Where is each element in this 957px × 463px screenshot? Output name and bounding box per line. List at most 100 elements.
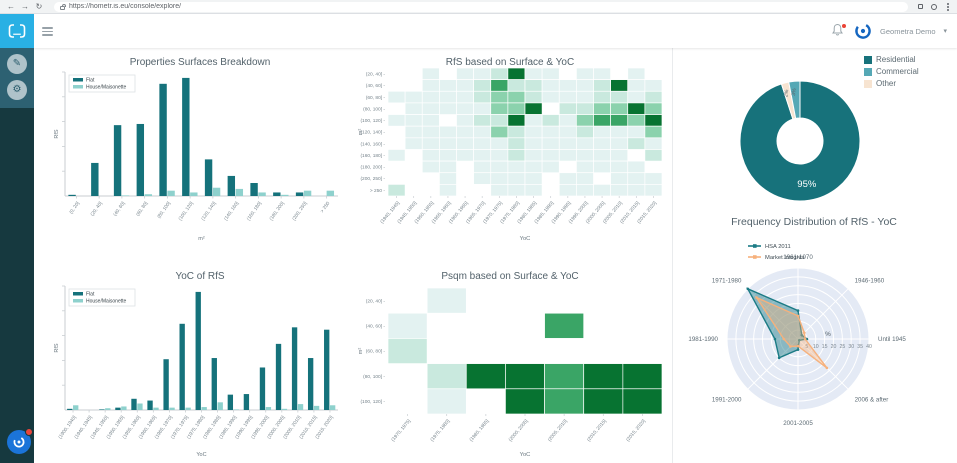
- svg-text:25: 25: [839, 344, 845, 350]
- svg-text:%: %: [825, 331, 831, 338]
- svg-text:House/Maisonette: House/Maisonette: [86, 85, 127, 91]
- legend-label: Residential: [876, 55, 916, 64]
- svg-text:m²: m²: [358, 129, 364, 136]
- legend-item-commercial[interactable]: Commercial: [864, 67, 919, 76]
- svg-text:(40, 60] -: (40, 60] -: [366, 324, 386, 330]
- rfs-surface-yoc-heatmap[interactable]: (20, 40] - (40, 60] - (60, 80] - (80, 100] …: [352, 64, 668, 244]
- svg-text:(2000, 2005]: (2000, 2005]: [508, 418, 530, 443]
- svg-text:> 250 -: > 250 -: [370, 188, 385, 194]
- svg-text:m²: m²: [198, 236, 205, 242]
- svg-text:(60, 80] -: (60, 80] -: [366, 349, 386, 355]
- svg-text:(0, 20]: (0, 20]: [68, 201, 81, 216]
- browser-actions: [918, 3, 951, 10]
- sidebar-top-section: ✎ ⚙: [0, 48, 34, 108]
- svg-text:(20, 40] -: (20, 40] -: [366, 298, 386, 304]
- user-menu[interactable]: Geometra Demo: [880, 26, 936, 36]
- user-avatar[interactable]: [854, 22, 872, 40]
- browser-back-button[interactable]: ←: [7, 1, 15, 11]
- svg-text:(60, 80]: (60, 80]: [135, 201, 149, 218]
- notification-badge: [841, 23, 848, 29]
- svg-text:5: 5: [805, 344, 808, 350]
- header-right-cluster: Geometra Demo ▾: [831, 14, 947, 48]
- menu-toggle-button[interactable]: [42, 27, 53, 36]
- psqm-surface-yoc-heatmap[interactable]: (20, 40] - (40, 60] - (60, 80] - (80, 100] …: [352, 282, 668, 460]
- surfaces-breakdown-chart[interactable]: (0, 20] (20, 40] (40, 60] (60, 80] (80, 100]…: [52, 66, 348, 244]
- launcher-logo-icon: [13, 436, 25, 448]
- svg-text:(200, 250] -: (200, 250] -: [360, 176, 385, 182]
- legend-swatch-commercial: [864, 67, 872, 76]
- app-header: Geometra Demo ▾: [34, 14, 957, 48]
- svg-text:Market Insights: Market Insights: [765, 255, 804, 261]
- chevron-down-icon[interactable]: ▾: [943, 28, 947, 35]
- svg-text:RfS: RfS: [54, 343, 60, 353]
- svg-text:30: 30: [848, 344, 854, 350]
- svg-text:HSA 2011: HSA 2011: [765, 244, 791, 250]
- notifications-button[interactable]: [831, 23, 848, 39]
- svg-text:(1975, 1980]: (1975, 1980]: [429, 418, 451, 443]
- chart-title-rfs-yoc-radar: Frequency Distribution of RfS - YoC: [731, 216, 897, 228]
- svg-text:(200, 250]: (200, 250]: [291, 201, 308, 222]
- address-bar[interactable]: https://hometr.is.eu/console/explore/: [54, 1, 908, 12]
- browser-reload-button[interactable]: ↻: [35, 1, 43, 11]
- profile-icon[interactable]: [931, 3, 937, 10]
- browser-forward-button[interactable]: →: [21, 1, 29, 11]
- legend-swatch-residential: [864, 55, 872, 64]
- svg-text:(40, 60] -: (40, 60] -: [366, 83, 386, 89]
- svg-text:RfS: RfS: [54, 129, 60, 139]
- svg-text:(20, 40] -: (20, 40] -: [366, 72, 386, 78]
- svg-text:(160, 180]: (160, 180]: [246, 201, 263, 222]
- chart-title-rfs-surface-yoc: RfS based on Surface & YoC: [445, 57, 575, 68]
- ssl-lock-icon: [60, 3, 66, 10]
- chat-launcher-button[interactable]: [7, 428, 33, 454]
- edit-icon: ✎: [12, 58, 22, 69]
- svg-text:15: 15: [822, 344, 828, 350]
- svg-text:House/Maisonette: House/Maisonette: [86, 299, 127, 305]
- svg-text:(120, 140]: (120, 140]: [200, 201, 217, 222]
- svg-text:1971-1980: 1971-1980: [712, 277, 742, 284]
- svg-text:Flat: Flat: [86, 292, 95, 298]
- rfs-yoc-radar-chart[interactable]: 0510152025303540%Until 19451946-19601961…: [686, 236, 954, 460]
- svg-text:(40, 60]: (40, 60]: [112, 201, 126, 218]
- legend-item-other[interactable]: Other: [864, 79, 919, 88]
- bell-icon: [832, 23, 843, 36]
- brand-logo[interactable]: [0, 14, 34, 48]
- svg-text:(100, 120] -: (100, 120] -: [360, 399, 385, 405]
- sidebar-item-settings[interactable]: ⚙: [7, 80, 27, 100]
- svg-text:2001-2005: 2001-2005: [783, 420, 813, 427]
- svg-text:YoC: YoC: [196, 452, 206, 458]
- legend-item-residential[interactable]: Residential: [864, 55, 919, 64]
- svg-text:95%: 95%: [797, 179, 817, 190]
- svg-text:Until 1945: Until 1945: [878, 336, 906, 343]
- svg-text:> 250: > 250: [319, 200, 331, 214]
- svg-text:(80, 100]: (80, 100]: [156, 201, 172, 220]
- chart-title-psqm-surface-yoc: Psqm based on Surface & YoC: [441, 271, 579, 282]
- legend-label: Commercial: [876, 67, 919, 76]
- svg-text:(60, 80] -: (60, 80] -: [366, 95, 386, 101]
- svg-text:(140, 160]: (140, 160]: [223, 201, 240, 222]
- chart-title-surfaces-breakdown: Properties Surfaces Breakdown: [129, 57, 271, 68]
- legend-label: Other: [876, 79, 897, 88]
- svg-text:(2015, 2020]: (2015, 2020]: [625, 418, 647, 443]
- svg-text:Flat: Flat: [86, 78, 95, 84]
- svg-text:(180, 200] -: (180, 200] -: [360, 165, 385, 171]
- svg-text:(160, 180] -: (160, 180] -: [360, 153, 385, 159]
- browser-menu-icon[interactable]: [947, 5, 949, 8]
- brand-brackets-icon: [8, 24, 26, 38]
- svg-text:(20, 40]: (20, 40]: [90, 201, 104, 218]
- svg-text:40: 40: [866, 344, 872, 350]
- svg-text:(100, 120]: (100, 120]: [177, 201, 194, 222]
- svg-text:(80, 100] -: (80, 100] -: [363, 106, 385, 112]
- launcher-notification-badge: [25, 428, 33, 436]
- property-type-donut-chart[interactable]: 95% 3% 2%: [690, 52, 870, 232]
- browser-toolbar: ← → ↻ https://hometr.is.eu/console/explo…: [0, 0, 957, 14]
- svg-text:(180, 200]: (180, 200]: [268, 201, 285, 222]
- column-divider: [672, 48, 673, 463]
- yoc-of-rfs-chart[interactable]: (1900, 1940] (1940, 1945] (1945, 1950] (195…: [52, 280, 348, 460]
- legend-swatch-other: [864, 79, 872, 88]
- sidebar-item-explore[interactable]: ✎: [7, 54, 27, 74]
- svg-text:35: 35: [857, 344, 863, 350]
- extensions-icon[interactable]: [918, 4, 923, 9]
- svg-text:YoC: YoC: [520, 452, 531, 458]
- pie-legend: Residential Commercial Other: [864, 55, 919, 88]
- svg-text:(80, 100] -: (80, 100] -: [363, 374, 385, 380]
